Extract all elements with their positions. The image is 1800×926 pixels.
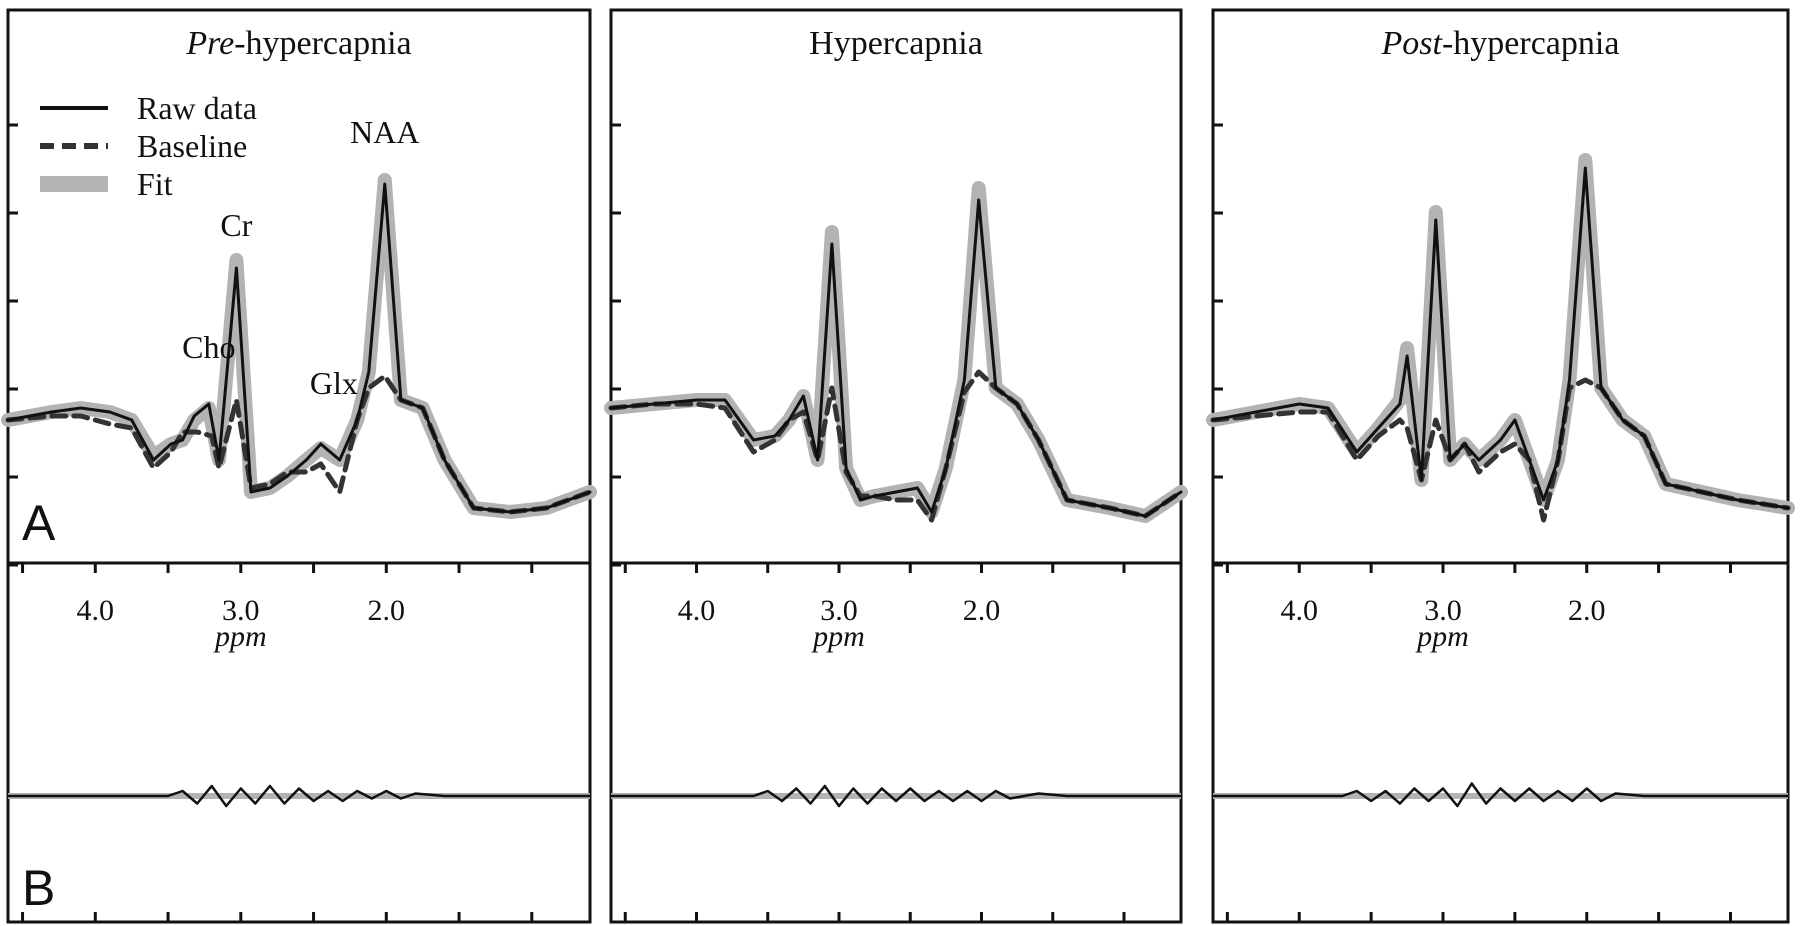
residual-line	[6, 784, 592, 808]
spectrum-panel-a: 4.0 3.0 2.0 ppm Pre-hypercapnia	[1, 8, 597, 924]
x-axis-label: ppm	[213, 620, 267, 653]
x-tick-label: 4.0	[1281, 594, 1319, 627]
spectrum-frame	[609, 8, 1183, 565]
residual-frame	[1211, 561, 1790, 924]
fit-line	[1206, 153, 1795, 515]
legend-label: Fit	[137, 166, 173, 202]
spectrum-frame	[1211, 8, 1790, 565]
peak-labels: Cho Cr Glx NAA	[182, 114, 419, 401]
x-tick-label: 4.0	[678, 594, 716, 627]
panel-title: Post-hypercapnia	[1381, 25, 1620, 62]
raw-data-line	[609, 198, 1183, 518]
peak-label-naa: NAA	[350, 114, 419, 150]
peak-label-cr: Cr	[220, 207, 252, 243]
raw-data-line	[6, 182, 592, 514]
x-axis-label: ppm	[1415, 620, 1469, 653]
x-tick-label: 2.0	[963, 594, 1001, 627]
panel-title: Pre-hypercapnia	[185, 25, 411, 62]
residual-line	[609, 784, 1183, 808]
x-tick-label: 3.0	[1424, 594, 1462, 627]
residual-frame	[609, 561, 1183, 924]
residual-line	[1211, 782, 1790, 808]
panel-letters: AB	[22, 495, 56, 916]
legend-item-baseline: Baseline	[40, 128, 247, 164]
spectrum-frame	[6, 8, 592, 565]
fit-line	[1, 173, 597, 519]
panel-letter-a: A	[22, 495, 56, 551]
fit-line	[604, 181, 1188, 523]
spectrum-panel-b: 4.0 3.0 2.0 ppm Hypercapnia	[604, 8, 1188, 924]
peak-label-glx: Glx	[310, 365, 358, 401]
panel-letter-b: B	[22, 860, 55, 916]
legend-label: Raw data	[137, 90, 257, 126]
x-tick-label: 2.0	[368, 594, 406, 627]
legend-item-raw-data: Raw data	[40, 90, 257, 126]
x-tick-label: 4.0	[77, 594, 115, 627]
x-tick-label: 3.0	[222, 594, 260, 627]
peak-label-cho: Cho	[182, 329, 235, 365]
x-tick-label: 3.0	[820, 594, 858, 627]
legend-label: Baseline	[137, 128, 247, 164]
spectrum-panel-c: 4.0 3.0 2.0 ppm Post-hypercapnia	[1206, 8, 1795, 924]
panel-title: Hypercapnia	[809, 25, 983, 62]
panels: 4.0 3.0 2.0 ppm Pre-hypercapnia 4.0 3.0 2.0 ppm H…	[1, 8, 1795, 924]
raw-data-line	[1211, 166, 1790, 510]
legend-item-fit: Fit	[40, 166, 173, 202]
residual-frame	[6, 561, 592, 924]
x-tick-label: 2.0	[1568, 594, 1606, 627]
baseline-line	[5, 373, 593, 515]
x-axis-label: ppm	[811, 620, 865, 653]
